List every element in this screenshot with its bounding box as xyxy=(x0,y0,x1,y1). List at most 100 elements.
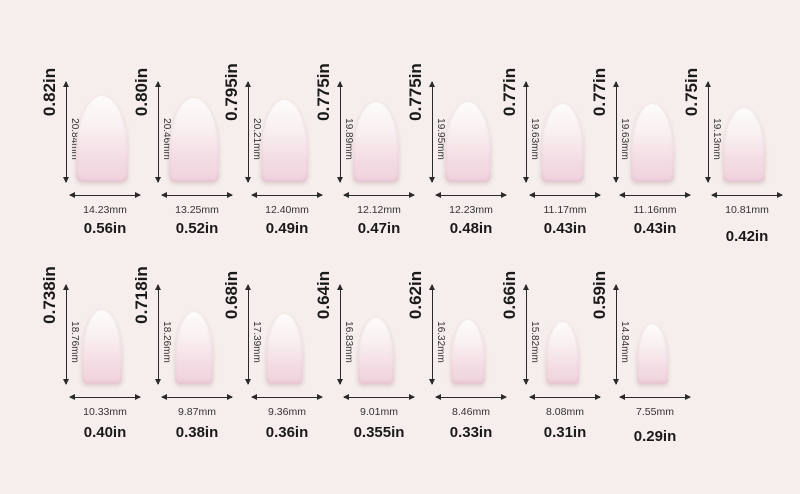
press-on-nail xyxy=(723,108,765,182)
width-arrow xyxy=(529,394,601,400)
length-inch-label: 0.775in xyxy=(314,63,333,121)
length-arrow xyxy=(155,284,161,385)
width-mm-label: 7.55mm xyxy=(636,406,674,418)
width-mm-label: 8.08mm xyxy=(546,406,584,418)
length-mm-label: 17.39mm xyxy=(251,321,262,363)
press-on-nail xyxy=(636,324,668,384)
width-arrow xyxy=(251,192,323,198)
width-arrow xyxy=(529,192,601,198)
press-on-nail xyxy=(445,102,491,182)
length-inch-label: 0.738in xyxy=(40,266,59,324)
length-inch-label: 0.795in xyxy=(222,63,241,121)
width-mm-label: 11.16mm xyxy=(633,204,677,216)
width-mm-label: 10.81mm xyxy=(725,204,769,216)
press-on-nail xyxy=(540,104,584,182)
length-inch-label: 0.59in xyxy=(590,270,609,320)
width-mm-label: 12.12mm xyxy=(357,204,401,216)
length-inch-label: 0.82in xyxy=(40,67,59,117)
length-mm-label: 14.84mm xyxy=(619,321,630,363)
length-mm-label: 19.13mm xyxy=(711,118,722,160)
length-arrow xyxy=(613,81,619,183)
length-arrow xyxy=(245,81,251,183)
width-mm-label: 11.17mm xyxy=(543,204,587,216)
length-mm-label: 18.76mm xyxy=(69,321,80,363)
width-inch-label: 0.49in xyxy=(265,220,309,237)
press-on-nail xyxy=(82,310,122,384)
width-inch-label: 0.40in xyxy=(83,424,127,441)
length-mm-label: 15.82mm xyxy=(529,321,540,363)
width-inch-label: 0.42in xyxy=(725,228,769,245)
length-arrow xyxy=(337,284,343,385)
width-inch-label: 0.31in xyxy=(543,424,587,441)
length-mm-label: 18.26mm xyxy=(161,321,172,363)
width-arrow xyxy=(161,394,233,400)
press-on-nail xyxy=(358,318,394,384)
width-arrow xyxy=(435,192,507,198)
width-arrow xyxy=(69,394,141,400)
press-on-nail xyxy=(353,102,399,182)
width-mm-label: 9.36mm xyxy=(268,406,306,418)
length-inch-label: 0.75in xyxy=(682,67,701,117)
width-inch-label: 0.48in xyxy=(449,220,493,237)
width-inch-label: 0.47in xyxy=(357,220,401,237)
length-arrow xyxy=(155,81,161,183)
press-on-nail xyxy=(175,312,213,384)
length-arrow xyxy=(613,284,619,385)
width-mm-label: 10.33mm xyxy=(83,406,127,418)
length-arrow xyxy=(429,81,435,183)
width-mm-label: 12.23mm xyxy=(449,204,493,216)
length-arrow xyxy=(429,284,435,385)
length-inch-label: 0.77in xyxy=(500,67,519,117)
press-on-nail xyxy=(169,98,219,182)
length-arrow xyxy=(63,81,69,183)
length-inch-label: 0.62in xyxy=(406,270,425,320)
width-arrow xyxy=(711,192,783,198)
width-inch-label: 0.29in xyxy=(633,428,677,445)
length-arrow xyxy=(523,284,529,385)
length-inch-label: 0.775in xyxy=(406,63,425,121)
length-arrow xyxy=(337,81,343,183)
length-mm-label: 19.63mm xyxy=(619,118,630,160)
width-inch-label: 0.43in xyxy=(633,220,677,237)
width-arrow xyxy=(69,192,141,198)
length-inch-label: 0.77in xyxy=(590,67,609,117)
width-arrow xyxy=(251,394,323,400)
length-mm-label: 16.32mm xyxy=(435,321,446,363)
width-mm-label: 12.40mm xyxy=(265,204,309,216)
press-on-nail xyxy=(545,322,579,384)
length-inch-label: 0.718in xyxy=(132,266,151,324)
width-mm-label: 8.46mm xyxy=(452,406,490,418)
width-arrow xyxy=(619,192,691,198)
press-on-nail xyxy=(260,100,308,182)
width-arrow xyxy=(161,192,233,198)
length-arrow xyxy=(245,284,251,385)
length-inch-label: 0.64in xyxy=(314,270,333,320)
width-arrow xyxy=(435,394,507,400)
width-inch-label: 0.355in xyxy=(353,424,405,441)
length-inch-label: 0.68in xyxy=(222,270,241,320)
press-on-nail xyxy=(451,320,485,384)
width-arrow xyxy=(343,192,415,198)
width-inch-label: 0.56in xyxy=(83,220,127,237)
press-on-nail xyxy=(265,314,303,384)
length-mm-label: 19.63mm xyxy=(529,118,540,160)
width-inch-label: 0.43in xyxy=(543,220,587,237)
width-inch-label: 0.33in xyxy=(449,424,493,441)
width-mm-label: 9.87mm xyxy=(178,406,216,418)
press-on-nail xyxy=(630,104,674,182)
width-mm-label: 13.25mm xyxy=(175,204,219,216)
width-mm-label: 14.23mm xyxy=(83,204,127,216)
width-inch-label: 0.52in xyxy=(175,220,219,237)
width-arrow xyxy=(343,394,415,400)
width-arrow xyxy=(619,394,691,400)
length-arrow xyxy=(63,284,69,385)
width-inch-label: 0.38in xyxy=(175,424,219,441)
length-mm-label: 16.83mm xyxy=(343,321,354,363)
length-arrow xyxy=(523,81,529,183)
length-arrow xyxy=(705,81,711,183)
press-on-nail xyxy=(76,96,128,182)
width-inch-label: 0.36in xyxy=(265,424,309,441)
length-inch-label: 0.66in xyxy=(500,270,519,320)
length-inch-label: 0.80in xyxy=(132,67,151,117)
